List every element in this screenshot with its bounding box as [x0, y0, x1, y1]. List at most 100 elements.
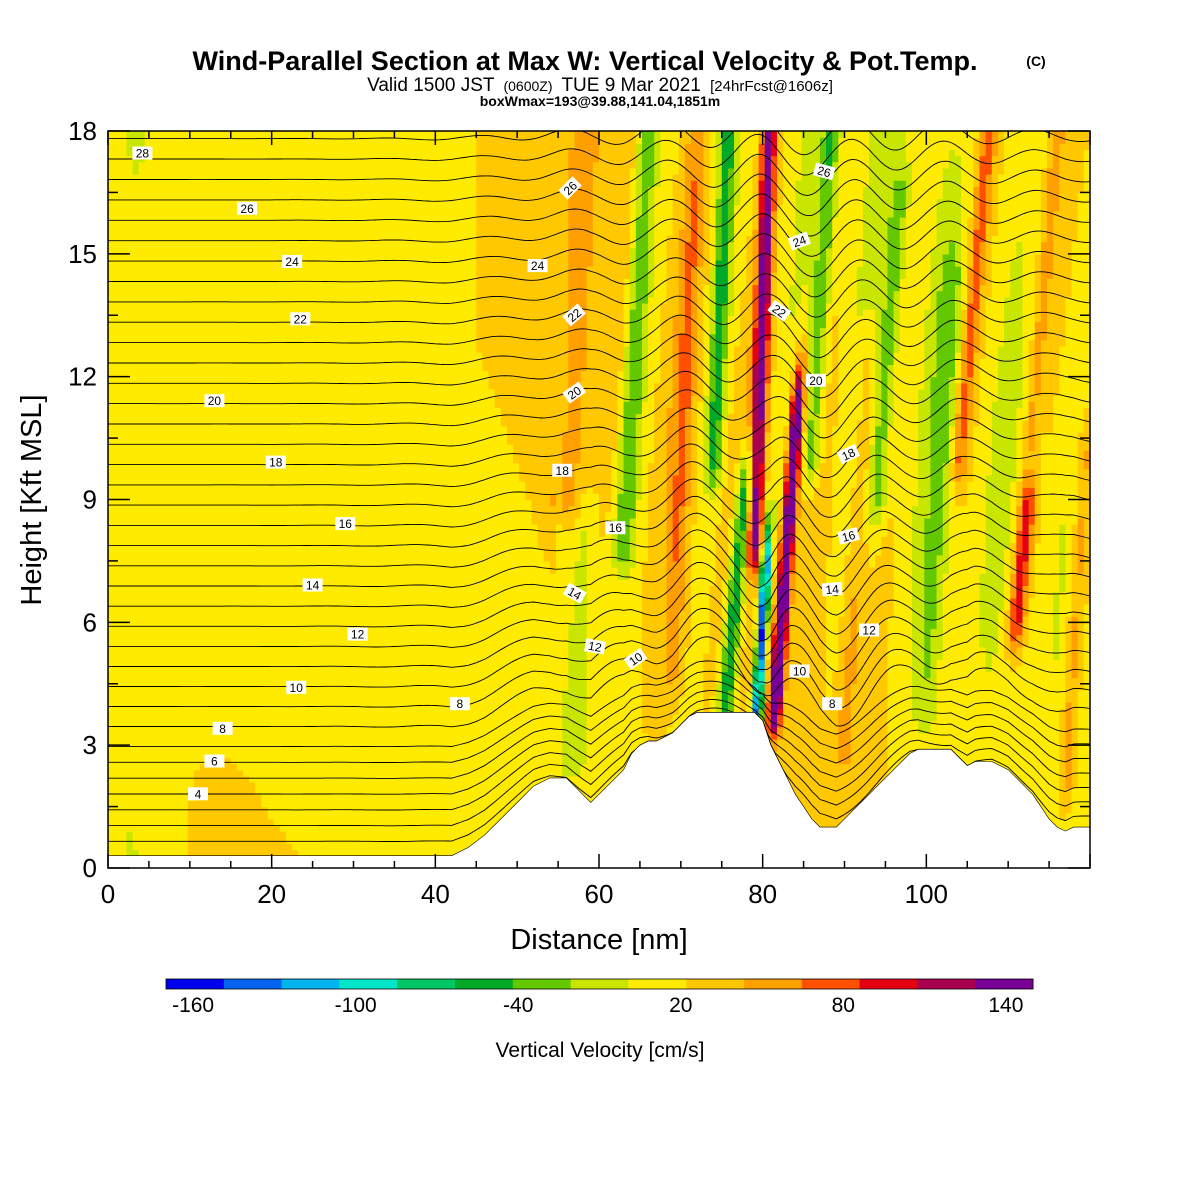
velocity-cell	[267, 560, 275, 568]
velocity-cell	[267, 143, 275, 151]
velocity-cell	[193, 137, 201, 144]
velocity-cell	[193, 843, 201, 851]
velocity-cell	[285, 653, 293, 660]
velocity-cell	[181, 585, 189, 593]
velocity-cell	[114, 229, 121, 237]
velocity-cell	[322, 683, 330, 691]
velocity-cell	[108, 247, 115, 255]
velocity-cell	[279, 665, 287, 673]
velocity-cell	[322, 235, 330, 243]
velocity-cell	[267, 438, 275, 445]
velocity-cell	[292, 266, 299, 273]
velocity-cell	[132, 794, 140, 802]
velocity-cell	[175, 769, 183, 777]
velocity-cell	[157, 327, 164, 335]
velocity-cell	[163, 597, 170, 605]
velocity-cell	[310, 253, 318, 261]
velocity-cell	[138, 290, 146, 298]
velocity-cell	[316, 653, 324, 660]
velocity-cell	[157, 235, 164, 243]
velocity-cell	[175, 296, 183, 304]
velocity-cell	[255, 259, 263, 267]
velocity-cell	[261, 143, 269, 151]
velocity-cell	[157, 603, 164, 611]
velocity-cell	[132, 284, 140, 292]
velocity-cell	[157, 720, 164, 728]
velocity-cell	[126, 603, 134, 611]
velocity-cell	[316, 720, 324, 728]
velocity-cell	[138, 653, 146, 660]
velocity-cell	[224, 622, 232, 630]
velocity-cell	[298, 468, 305, 476]
velocity-cell	[169, 327, 177, 335]
velocity-cell	[298, 511, 305, 519]
velocity-cell	[169, 247, 177, 255]
velocity-cell	[218, 671, 226, 679]
velocity-cell	[243, 444, 250, 451]
velocity-cell	[243, 413, 250, 421]
velocity-cell	[200, 444, 207, 451]
velocity-cell	[292, 597, 299, 605]
velocity-cell	[353, 180, 361, 187]
velocity-cell	[224, 573, 232, 580]
velocity-cell	[212, 493, 220, 501]
velocity-cell	[267, 536, 275, 544]
velocity-cell	[193, 757, 201, 765]
velocity-cell	[114, 333, 121, 341]
velocity-cell	[157, 204, 164, 212]
velocity-cell	[212, 702, 220, 709]
velocity-cell	[255, 849, 263, 857]
velocity-cell	[255, 794, 263, 802]
velocity-cell	[212, 622, 220, 630]
velocity-cell	[157, 837, 164, 845]
velocity-cell	[181, 800, 189, 808]
velocity-cell	[169, 579, 177, 587]
velocity-cell	[341, 708, 348, 716]
velocity-cell	[328, 732, 336, 740]
velocity-cell	[341, 714, 348, 722]
velocity-cell	[181, 849, 189, 857]
velocity-cell	[193, 646, 201, 654]
velocity-cell	[304, 131, 312, 138]
velocity-cell	[144, 370, 152, 378]
velocity-cell	[163, 825, 170, 832]
velocity-cell	[316, 831, 324, 838]
velocity-cell	[335, 302, 342, 310]
velocity-cell	[267, 794, 275, 802]
velocity-cell	[230, 327, 238, 335]
velocity-cell	[273, 364, 281, 372]
velocity-cell	[353, 610, 361, 617]
velocity-cell	[285, 622, 293, 630]
velocity-cell	[108, 388, 115, 396]
velocity-cell	[169, 210, 177, 218]
velocity-cell	[322, 505, 330, 513]
velocity-cell	[243, 634, 250, 642]
velocity-cell	[224, 284, 232, 292]
velocity-cell	[224, 266, 232, 273]
velocity-cell	[304, 794, 312, 802]
velocity-cell	[108, 499, 115, 507]
velocity-cell	[341, 302, 348, 310]
velocity-cell	[322, 677, 330, 685]
velocity-cell	[187, 137, 195, 144]
velocity-cell	[150, 388, 158, 396]
velocity-cell	[359, 818, 367, 826]
velocity-cell	[187, 732, 195, 740]
velocity-cell	[114, 591, 121, 599]
velocity-cell	[144, 296, 152, 304]
velocity-cell	[150, 302, 158, 310]
velocity-cell	[328, 370, 336, 378]
velocity-cell	[273, 567, 281, 574]
velocity-cell	[175, 579, 183, 587]
velocity-cell	[273, 708, 281, 716]
velocity-cell	[322, 800, 330, 808]
velocity-cell	[187, 585, 195, 593]
velocity-cell	[169, 339, 177, 347]
velocity-cell	[316, 689, 324, 697]
velocity-cell	[224, 696, 232, 703]
velocity-cell	[249, 616, 256, 623]
velocity-cell	[310, 192, 318, 200]
velocity-cell	[200, 327, 207, 335]
velocity-cell	[169, 548, 177, 556]
velocity-cell	[322, 732, 330, 740]
